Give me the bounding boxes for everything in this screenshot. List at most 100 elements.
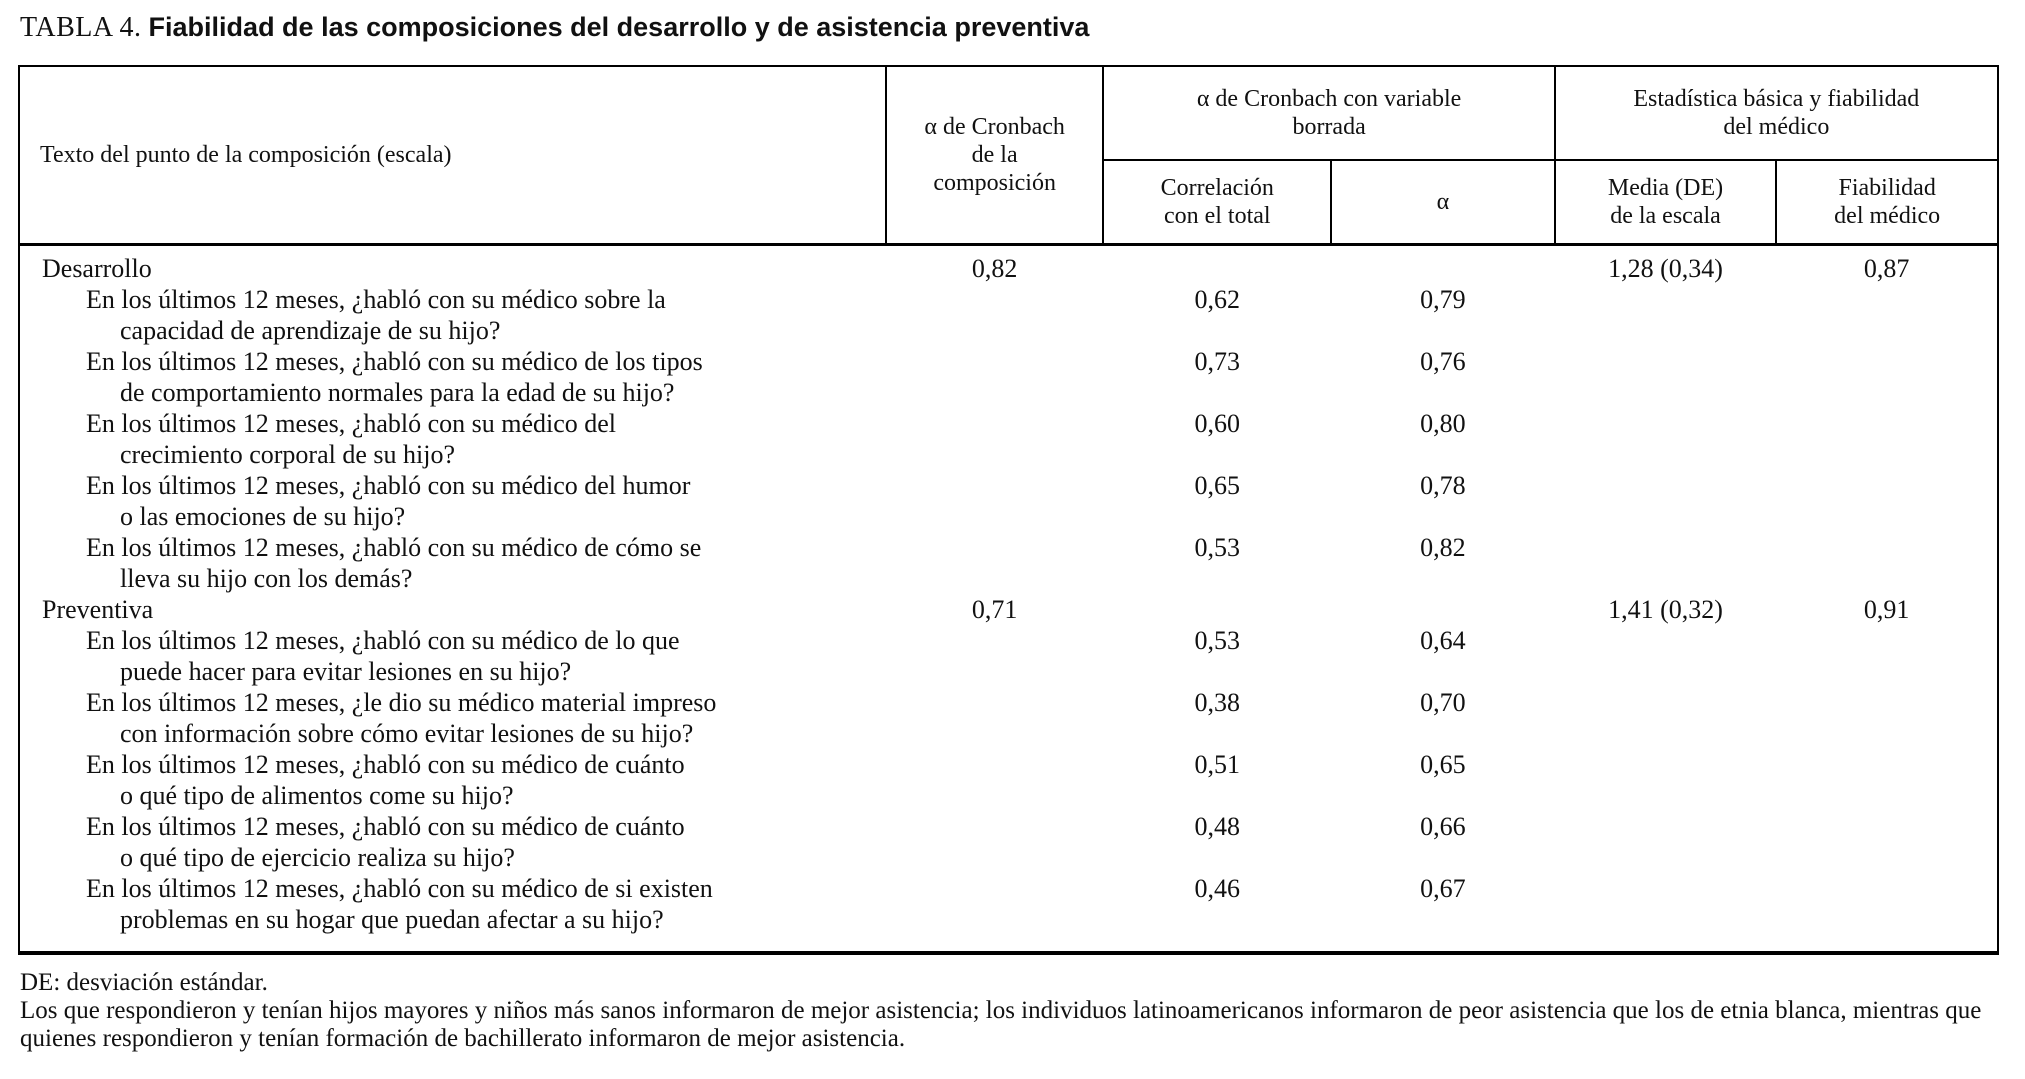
reliability-table: Texto del punto de la composición (escal…: [18, 65, 2000, 955]
header-group-basic-stats: Estadística básica y fiabilidad del médi…: [1553, 65, 2000, 161]
mean-sd-cell: [1555, 811, 1777, 873]
alpha-composite-cell: [886, 284, 1104, 346]
alpha-composite-cell: 0,71: [971, 595, 1018, 624]
footnotes: DE: desviación estándar. Los que respond…: [20, 969, 2005, 1053]
item-text-cell: En los últimos 12 meses, ¿habló con su m…: [86, 347, 703, 407]
item-text-cell: En los últimos 12 meses, ¿habló con su m…: [86, 409, 617, 469]
correlation-total-cell: 0,53: [1194, 533, 1241, 562]
physician-reliability-cell: [1776, 346, 1998, 408]
item-row: En los últimos 12 meses, ¿habló con su m…: [19, 532, 1998, 594]
correlation-total-cell: [1103, 594, 1331, 625]
alpha-composite-cell: [886, 532, 1104, 594]
physician-reliability-cell: [1776, 408, 1998, 470]
item-row: En los últimos 12 meses, ¿habló con su m…: [19, 408, 1998, 470]
correlation-total-cell: 0,65: [1194, 471, 1241, 500]
header-group-alpha-deleted: α de Cronbach con variable borrada: [1102, 65, 1556, 161]
physician-reliability-cell: 0,87: [1863, 254, 1910, 283]
mean-sd-cell: [1555, 408, 1777, 470]
header-alpha-composite: α de Cronbach de la composición: [884, 65, 1105, 246]
mean-sd-cell: [1555, 749, 1777, 811]
mean-sd-cell: [1555, 284, 1777, 346]
mean-sd-cell: [1555, 346, 1777, 408]
alpha-deleted-cell: 0,67: [1420, 874, 1466, 903]
alpha-composite-cell: [886, 625, 1104, 687]
header-physician-reliability: Fiabilidad del médico: [1775, 159, 1999, 246]
alpha-deleted-cell: 0,82: [1420, 533, 1466, 562]
header-sub-row: Correlación con el total α Media (DE) de…: [19, 159, 1999, 246]
correlation-total-cell: 0,51: [1194, 750, 1241, 779]
alpha-composite-cell: [886, 470, 1104, 532]
item-text-cell: En los últimos 12 meses, ¿habló con su m…: [86, 471, 691, 531]
item-row: En los últimos 12 meses, ¿habló con su m…: [19, 625, 1998, 687]
table-body: Desarrollo 0,82 1,28 (0,34) 0,87 En los últi…: [19, 245, 1998, 954]
table-header: Texto del punto de la composición (escal…: [18, 65, 2000, 246]
correlation-total-cell: [1103, 245, 1331, 285]
physician-reliability-cell: [1776, 470, 1998, 532]
mean-sd-cell: [1555, 625, 1777, 687]
correlation-total-cell: 0,73: [1194, 347, 1241, 376]
physician-reliability-cell: [1776, 811, 1998, 873]
item-row: En los últimos 12 meses, ¿habló con su m…: [19, 284, 1998, 346]
alpha-deleted-cell: [1331, 245, 1555, 285]
correlation-total-cell: 0,38: [1194, 688, 1241, 717]
mean-sd-cell: 1,41 (0,32): [1608, 595, 1723, 624]
header-correlation-total: Correlación con el total: [1102, 159, 1333, 246]
alpha-composite-cell: [886, 873, 1104, 953]
mean-sd-cell: [1555, 470, 1777, 532]
correlation-total-cell: 0,53: [1194, 626, 1241, 655]
page: TABLA 4. Fiabilidad de las composiciones…: [18, 10, 2005, 1053]
mean-sd-cell: 1,28 (0,34): [1608, 254, 1723, 283]
item-row: En los últimos 12 meses, ¿habló con su m…: [19, 749, 1998, 811]
alpha-deleted-cell: 0,80: [1420, 409, 1466, 438]
item-text-cell: Desarrollo: [42, 254, 152, 283]
item-text-cell: En los últimos 12 meses, ¿habló con su m…: [86, 750, 685, 810]
item-row: En los últimos 12 meses, ¿habló con su m…: [19, 811, 1998, 873]
header-alpha: α: [1330, 159, 1556, 246]
alpha-deleted-cell: 0,64: [1420, 626, 1466, 655]
alpha-composite-cell: [886, 687, 1104, 749]
physician-reliability-cell: [1776, 284, 1998, 346]
mean-sd-cell: [1555, 687, 1777, 749]
physician-reliability-cell: [1776, 532, 1998, 594]
item-text-cell: En los últimos 12 meses, ¿le dio su médi…: [86, 688, 717, 748]
item-text-cell: Preventiva: [42, 595, 154, 624]
header-mean-sd: Media (DE) de la escala: [1553, 159, 1778, 246]
item-text-cell: En los últimos 12 meses, ¿habló con su m…: [86, 626, 680, 686]
item-text-cell: En los últimos 12 meses, ¿habló con su m…: [86, 533, 702, 593]
alpha-deleted-cell: [1331, 594, 1555, 625]
physician-reliability-cell: [1776, 625, 1998, 687]
item-text-cell: En los últimos 12 meses, ¿habló con su m…: [86, 285, 666, 345]
header-group-row: Texto del punto de la composición (escal…: [18, 65, 2000, 246]
mean-sd-cell: [1555, 873, 1777, 953]
alpha-composite-cell: [886, 408, 1104, 470]
physician-reliability-cell: 0,91: [1863, 595, 1910, 624]
item-row: En los últimos 12 meses, ¿le dio su médi…: [19, 687, 1998, 749]
table-title-label: TABLA 4.: [20, 12, 142, 43]
footnote-results: Los que respondieron y tenían hijos mayo…: [20, 997, 1982, 1052]
header-item-text: Texto del punto de la composición (escal…: [18, 65, 887, 246]
section-row: Desarrollo 0,82 1,28 (0,34) 0,87: [19, 245, 1998, 285]
item-text-cell: En los últimos 12 meses, ¿habló con su m…: [86, 874, 713, 934]
alpha-deleted-cell: 0,65: [1420, 750, 1466, 779]
alpha-deleted-cell: 0,79: [1420, 285, 1466, 314]
correlation-total-cell: 0,62: [1194, 285, 1241, 314]
correlation-total-cell: 0,60: [1194, 409, 1241, 438]
alpha-deleted-cell: 0,66: [1420, 812, 1466, 841]
alpha-deleted-cell: 0,76: [1420, 347, 1466, 376]
correlation-total-cell: 0,48: [1194, 812, 1241, 841]
alpha-composite-cell: [886, 346, 1104, 408]
item-row: En los últimos 12 meses, ¿habló con su m…: [19, 873, 1998, 953]
alpha-composite-cell: [886, 749, 1104, 811]
table-title-text: Fiabilidad de las composiciones del desa…: [148, 12, 1090, 42]
mean-sd-cell: [1555, 532, 1777, 594]
footnote-abbreviation: DE: desviación estándar.: [20, 969, 268, 996]
alpha-composite-cell: 0,82: [971, 254, 1018, 283]
item-row: En los últimos 12 meses, ¿habló con su m…: [19, 470, 1998, 532]
section-row: Preventiva 0,71 1,41 (0,32) 0,91: [19, 594, 1998, 625]
item-row: En los últimos 12 meses, ¿habló con su m…: [19, 346, 1998, 408]
physician-reliability-cell: [1776, 749, 1998, 811]
physician-reliability-cell: [1776, 687, 1998, 749]
item-text-cell: En los últimos 12 meses, ¿habló con su m…: [86, 812, 685, 872]
table-title: TABLA 4. Fiabilidad de las composiciones…: [20, 10, 2003, 45]
physician-reliability-cell: [1776, 873, 1998, 953]
